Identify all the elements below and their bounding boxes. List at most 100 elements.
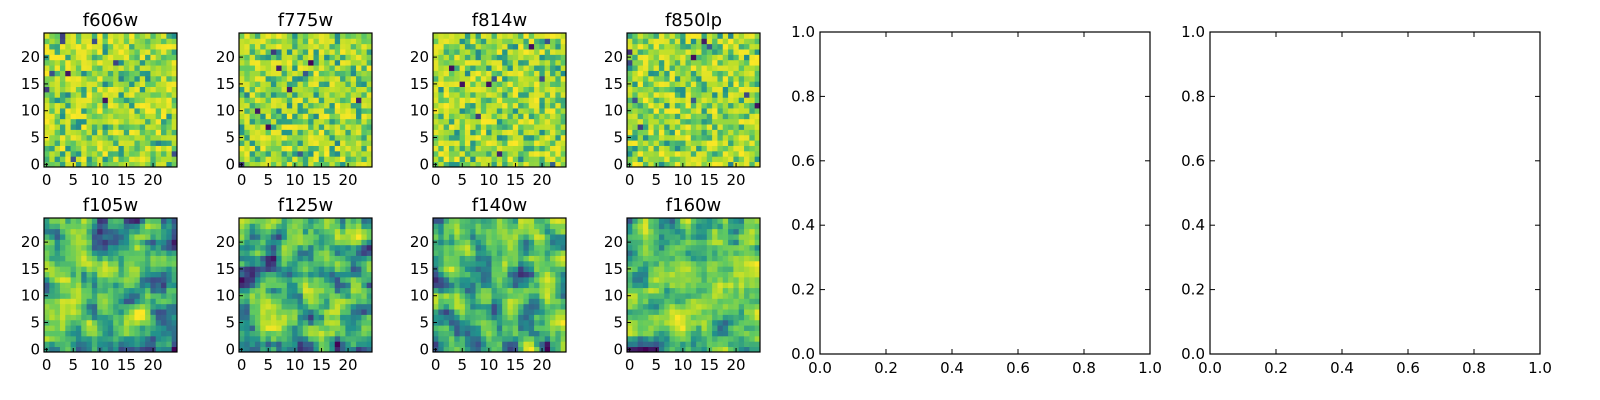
heatmap-cell xyxy=(166,81,173,87)
heatmap-cell xyxy=(728,260,734,267)
heatmap-cell xyxy=(313,97,320,104)
heatmap-cell xyxy=(97,54,103,61)
heatmap-cell xyxy=(302,134,309,141)
heatmap-cell xyxy=(49,108,56,114)
heatmap-cell xyxy=(155,234,162,240)
heatmap-cell xyxy=(706,140,713,146)
heatmap-cell xyxy=(107,150,114,157)
heatmap-cell xyxy=(706,75,713,82)
heatmap-cell xyxy=(528,70,535,77)
heatmap-cell xyxy=(270,250,277,256)
heatmap-cell xyxy=(86,129,93,136)
heatmap-cell xyxy=(648,38,654,45)
heatmap-cell xyxy=(118,325,125,331)
heatmap-cell xyxy=(123,218,130,224)
heatmap-cell xyxy=(97,260,103,267)
heatmap-cell xyxy=(75,223,82,230)
heatmap-cell xyxy=(276,38,282,45)
heatmap-cell xyxy=(318,244,325,251)
heatmap-cell xyxy=(523,75,530,82)
heatmap-cell xyxy=(717,319,724,326)
heatmap-cell xyxy=(696,145,702,152)
heatmap-cell xyxy=(722,303,729,310)
heatmap-cell xyxy=(438,330,445,337)
heatmap-cell xyxy=(286,314,293,321)
heatmap-cell xyxy=(648,330,654,337)
heatmap-cell xyxy=(81,335,87,342)
heatmap-cell xyxy=(129,266,135,272)
heatmap-cell xyxy=(244,134,251,141)
heatmap-cell xyxy=(81,346,87,353)
heatmap-cell xyxy=(486,218,492,224)
heatmap-cell xyxy=(286,49,293,55)
heatmap-cell xyxy=(302,54,309,61)
heatmap-cell xyxy=(512,33,519,39)
heatmap-cell xyxy=(308,314,314,321)
heatmap-cell xyxy=(454,97,460,104)
heatmap-cell xyxy=(249,65,256,71)
heatmap-cell xyxy=(75,346,82,353)
heatmap-cell xyxy=(507,260,514,267)
heatmap-cell xyxy=(49,346,56,353)
heatmap-cell xyxy=(674,298,681,305)
heatmap-cell xyxy=(161,102,167,109)
heatmap-cell xyxy=(664,140,670,146)
heatmap-cell xyxy=(75,81,82,87)
heatmap-cell xyxy=(171,156,178,163)
heatmap-cell xyxy=(637,266,644,272)
heatmap-cell xyxy=(286,287,293,294)
heatmap-cell xyxy=(239,309,245,315)
heatmap-cell xyxy=(65,330,71,337)
heatmap-cell xyxy=(270,271,277,278)
heatmap-cell xyxy=(642,129,649,136)
heatmap-cell xyxy=(464,156,471,163)
heatmap-cell xyxy=(265,244,272,251)
heatmap-cell xyxy=(286,97,293,104)
heatmap-cell xyxy=(75,43,82,50)
heatmap-cell xyxy=(329,102,336,109)
heatmap-cell xyxy=(270,49,277,55)
heatmap-cell xyxy=(161,319,167,326)
heatmap-cell xyxy=(454,75,460,82)
heatmap-cell xyxy=(65,140,71,146)
heatmap-cell xyxy=(97,276,103,283)
heatmap-cell xyxy=(59,314,66,321)
heatmap-cell xyxy=(340,271,346,278)
heatmap-cell xyxy=(44,282,50,289)
heatmap-cell xyxy=(701,108,708,114)
heatmap-cell xyxy=(475,298,482,305)
heatmap-cell xyxy=(669,97,676,104)
heatmap-cell xyxy=(139,234,146,240)
heatmap-cell xyxy=(443,43,450,50)
heatmap-cell xyxy=(722,113,729,120)
heatmap-cell xyxy=(690,108,697,114)
heatmap-cell xyxy=(642,113,649,120)
heatmap-cell xyxy=(44,43,50,50)
heatmap-cell xyxy=(744,33,750,39)
heatmap-cell xyxy=(281,346,288,353)
heatmap-cell xyxy=(81,38,87,45)
heatmap-cell xyxy=(244,65,251,71)
heatmap-cell xyxy=(97,314,103,321)
heatmap-cell xyxy=(155,102,162,109)
heatmap-cell xyxy=(744,86,750,93)
heatmap-cell xyxy=(166,319,173,326)
heatmap-cell xyxy=(102,118,109,125)
heatmap-cell xyxy=(249,38,256,45)
heatmap-cell xyxy=(254,156,261,163)
heatmap-cell xyxy=(81,49,87,55)
heatmap-cell xyxy=(81,250,87,256)
heatmap-cell xyxy=(544,33,551,39)
heatmap-cell xyxy=(433,49,439,55)
heatmap-cell xyxy=(324,276,330,283)
heatmap-cell xyxy=(555,118,562,125)
heatmap-cell xyxy=(712,314,718,321)
y-tick-label: 15 xyxy=(21,75,40,93)
heatmap-cell xyxy=(560,97,567,104)
heatmap-cell xyxy=(717,303,724,310)
heatmap-cell xyxy=(544,303,551,310)
heatmap-cell xyxy=(129,335,135,342)
heatmap-cell xyxy=(438,49,445,55)
heatmap-cell xyxy=(669,161,676,168)
heatmap-cell xyxy=(59,108,66,114)
